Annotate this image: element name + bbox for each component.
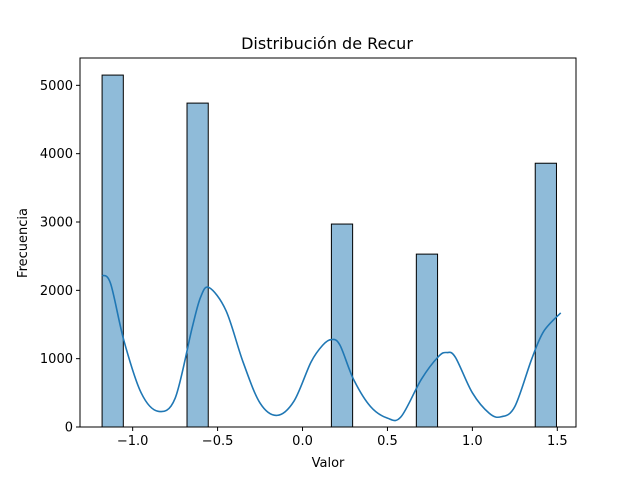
histogram-bar-4: [415, 253, 439, 428]
x-tick-label: −1.0: [117, 434, 149, 449]
y-axis: 0 1000 2000 3000 4000 5000: [40, 79, 80, 436]
kde-layer: [101, 274, 562, 422]
histogram-bar-1: [101, 74, 124, 428]
y-tick-label: 0: [65, 421, 73, 436]
x-tick-label: 1.5: [547, 434, 568, 449]
x-tick-label: 0.5: [377, 434, 398, 449]
x-tick-label: 0.0: [292, 434, 313, 449]
x-axis: −1.0 −0.5 0.0 0.5 1.0 1.5: [117, 427, 568, 449]
bars-layer: [101, 74, 557, 428]
histogram-bar-2: [186, 102, 209, 428]
chart-title: Distribución de Recur: [241, 34, 413, 53]
kde-curve: [101, 274, 562, 422]
y-tick-label: 1000: [40, 352, 73, 367]
y-axis-label: Frecuencia: [16, 208, 31, 278]
x-axis-label: Valor: [312, 456, 345, 471]
y-tick-label: 4000: [40, 147, 73, 162]
plot-area-frame: [79, 57, 577, 428]
y-tick-label: 3000: [40, 216, 73, 231]
histogram-bar-5: [534, 162, 557, 428]
histogram-bar-3: [330, 223, 354, 428]
y-tick-label: 5000: [40, 79, 73, 94]
x-tick-label: −0.5: [202, 434, 234, 449]
x-tick-label: 1.0: [462, 434, 483, 449]
y-tick-label: 2000: [40, 284, 73, 299]
